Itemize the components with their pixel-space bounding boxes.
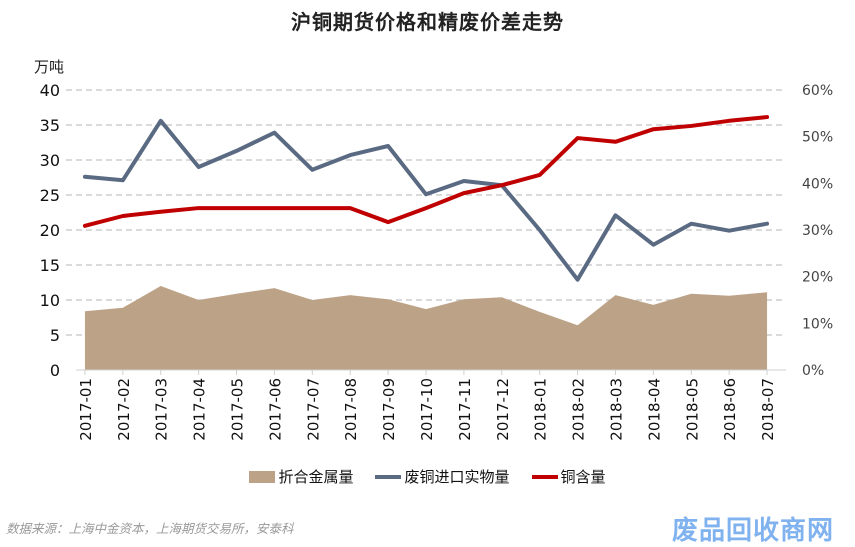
x-tick-label: 2017-04 [191,378,209,441]
y-right-tick-label: 60% [802,83,833,99]
legend-label: 废铜进口实物量 [404,466,509,487]
x-tick-label: 2017-06 [266,378,284,441]
x-tick-label: 2017-09 [380,378,398,441]
legend: 折合金属量 废铜进口实物量 铜含量 [0,466,855,487]
y-left-tick-label: 20 [40,221,60,240]
line-series-content [85,117,767,226]
y-right-tick-label: 20% [802,270,833,286]
x-tick-label: 2018-03 [607,378,625,441]
legend-swatch-line [375,475,401,479]
y-left-tick-label: 40 [40,81,60,100]
line-series-import [85,121,767,280]
y-left-tick-label: 0 [50,361,60,380]
legend-label: 折合金属量 [278,466,353,487]
x-tick-label: 2017-03 [153,378,171,441]
x-tick-label: 2018-07 [759,378,777,441]
legend-item-content: 铜含量 [532,466,606,487]
y-left-tick-label: 35 [40,116,60,135]
legend-item-import: 废铜进口实物量 [375,466,509,487]
legend-item-metal: 折合金属量 [249,466,353,487]
area-series-metal [85,286,767,370]
y-right-tick-label: 0% [802,363,824,379]
y-right-tick-label: 50% [802,130,833,146]
y-right-tick-label: 40% [802,176,833,192]
x-tick-label: 2017-11 [456,378,474,441]
y-left-tick-label: 5 [50,326,60,345]
x-tick-label: 2017-10 [418,378,436,441]
legend-swatch-area [249,471,275,483]
x-tick-label: 2018-04 [645,378,663,441]
x-tick-label: 2017-02 [115,378,133,441]
source-note: 数据来源：上海中金资本，上海期货交易所，安泰科 [6,518,294,537]
legend-swatch-line [532,475,558,479]
x-tick-label: 2018-02 [570,378,588,441]
legend-label: 铜含量 [561,466,606,487]
y-left-tick-label: 30 [40,151,60,170]
x-tick-label: 2018-05 [683,378,701,441]
x-tick-label: 2017-01 [77,378,95,441]
x-tick-label: 2018-06 [721,378,739,441]
x-tick-label: 2017-08 [342,378,360,441]
y-right-tick-label: 10% [802,316,833,332]
x-tick-label: 2017-12 [494,378,512,441]
watermark-logo: 废品回收商网 [672,510,834,547]
x-tick-label: 2017-07 [304,378,322,441]
y-left-tick-label: 15 [40,256,60,275]
y-left-tick-label: 10 [40,291,60,310]
y-right-tick-label: 30% [802,223,833,239]
x-tick-label: 2017-05 [229,378,247,441]
x-tick-label: 2018-01 [532,378,550,441]
y-left-tick-label: 25 [40,186,60,205]
